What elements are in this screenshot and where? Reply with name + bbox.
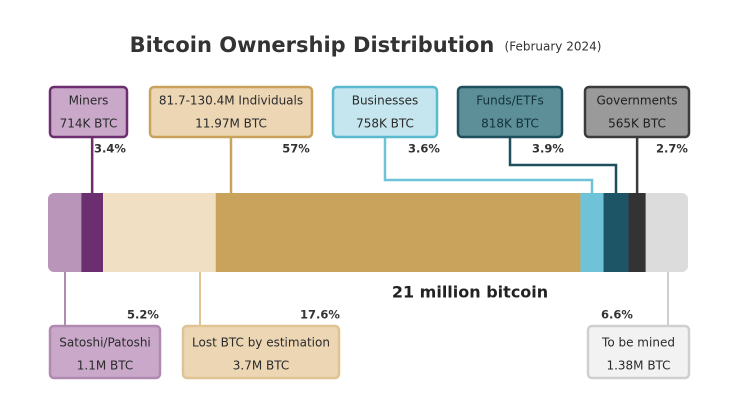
- callout-amount: 3.7M BTC: [233, 359, 290, 373]
- callout-box: [586, 324, 691, 380]
- callout-box: [48, 324, 162, 380]
- callout-name: To be mined: [601, 336, 675, 350]
- value-label: 3.6%: [408, 142, 440, 156]
- bar-segment: [645, 193, 688, 272]
- bar-segment: [48, 193, 82, 272]
- callout-name: Miners: [69, 94, 109, 108]
- value-label: 2.7%: [656, 142, 688, 156]
- callout-name: Satoshi/Patoshi: [59, 336, 151, 350]
- callout-amount: 1.38M BTC: [606, 359, 670, 373]
- callout-amount: 714K BTC: [60, 117, 118, 131]
- connector: [508, 137, 618, 193]
- value-label: 3.9%: [532, 142, 564, 156]
- callout-name: Lost BTC by estimation: [192, 336, 330, 350]
- chart-subtitle: (February 2024): [505, 40, 602, 54]
- stacked-bar: [48, 193, 688, 272]
- bar-segment: [215, 193, 581, 272]
- callout-box: [148, 85, 314, 139]
- bar-segment: [603, 193, 629, 272]
- callout-amount: 1.1M BTC: [77, 359, 134, 373]
- bar-segment: [628, 193, 646, 272]
- callout-box: [331, 85, 439, 139]
- callout-name: Funds/ETFs: [476, 94, 543, 108]
- callout-name: 81.7-130.4M Individuals: [159, 94, 303, 108]
- bar-segment: [81, 193, 104, 272]
- connector: [383, 137, 594, 193]
- callout-box: [48, 85, 129, 139]
- chart-title: Bitcoin Ownership Distribution: [130, 33, 495, 57]
- callout-name: Businesses: [352, 94, 419, 108]
- callout-box: [583, 85, 691, 139]
- value-label: 6.6%: [601, 308, 633, 322]
- callout-box: [181, 324, 341, 380]
- callout-amount: 565K BTC: [608, 117, 666, 131]
- callout-amount: 11.97M BTC: [195, 117, 267, 131]
- value-label: 57%: [282, 142, 310, 156]
- callout-amount: 818K BTC: [481, 117, 539, 131]
- bar-segment: [580, 193, 604, 272]
- total-label: 21 million bitcoin: [392, 283, 548, 302]
- callout-name: Governments: [596, 94, 677, 108]
- value-label: 5.2%: [127, 308, 159, 322]
- callout-amount: 758K BTC: [356, 117, 414, 131]
- value-label: 3.4%: [94, 142, 126, 156]
- bar-segment: [103, 193, 216, 272]
- value-label: 17.6%: [300, 308, 340, 322]
- callout-box: [456, 85, 564, 139]
